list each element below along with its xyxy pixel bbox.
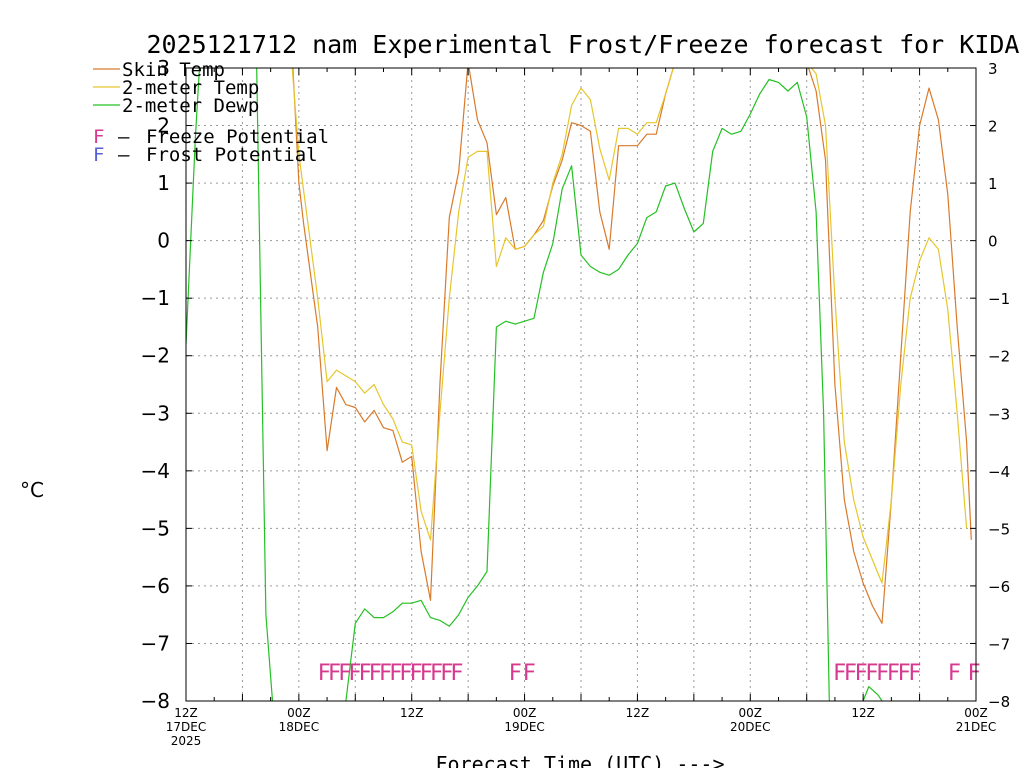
y-tick-label-left: 2 <box>157 114 170 138</box>
y-tick-label-left: −3 <box>141 401 170 425</box>
y-tick-label-right: 0 <box>988 233 998 251</box>
y-tick-label-right: −4 <box>988 463 1010 481</box>
freeze-marker: F <box>908 661 921 686</box>
freeze-marker: F <box>854 661 867 686</box>
chart-series <box>186 68 972 701</box>
y-tick-label-right: −6 <box>988 578 1010 596</box>
y-tick-label-right: 3 <box>988 60 998 78</box>
y-tick-label-right: 2 <box>988 118 998 136</box>
freeze-marker: F <box>833 661 846 686</box>
x-tick-date-label: 17DEC <box>166 720 206 734</box>
y-tick-label-left: −7 <box>141 631 170 655</box>
x-tick-date-label: 19DEC <box>504 720 544 734</box>
x-tick-date-label: 20DEC <box>730 720 770 734</box>
series-line-2-meter-dewp <box>256 68 274 701</box>
legend-marker-dash: – <box>118 126 130 148</box>
y-tick-label-left: −6 <box>141 574 170 598</box>
y-tick-label-right: −3 <box>988 405 1010 423</box>
legend-label: Skin Temp <box>122 59 225 81</box>
x-tick-label: 12Z <box>626 706 650 720</box>
freeze-marker: F <box>389 661 402 686</box>
freeze-marker: F <box>450 661 463 686</box>
x-tick-label: 12Z <box>174 706 198 720</box>
freeze-marker: F <box>865 661 878 686</box>
y-tick-label-right: −7 <box>988 635 1010 653</box>
y-tick-label-left: −4 <box>141 459 170 483</box>
freeze-marker: F <box>379 661 392 686</box>
legend-marker-letter: F <box>93 144 104 166</box>
y-tick-label-left: 1 <box>157 171 170 195</box>
axis-labels: 3 3 2 2 1 1 0 0 −1 −1 −2 −2 −3 −3 −4 −4 −5 −5 −6 −6 −7 −7 −8 −8… <box>141 56 1011 748</box>
freeze-marker: F <box>523 661 536 686</box>
series-line-2-meter-dewp <box>862 685 883 701</box>
x-tick-label: 00Z <box>964 706 988 720</box>
freeze-marker: F <box>430 661 443 686</box>
x-tick-label: 00Z <box>513 706 537 720</box>
freeze-marker: F <box>338 661 351 686</box>
y-tick-label-right: 1 <box>988 175 998 193</box>
freeze-marker: F <box>876 661 889 686</box>
legend-marker-dash: – <box>118 144 130 166</box>
y-tick-label-right: −1 <box>988 290 1010 308</box>
y-tick-label-left: −2 <box>141 344 170 368</box>
series-line-skin-temp <box>292 68 972 624</box>
legend-marker-letter: F <box>93 126 104 148</box>
x-tick-label: 12Z <box>851 706 875 720</box>
chart-title: 2025121712 nam Experimental Frost/Freeze… <box>147 30 1020 59</box>
x-tick-label: 12Z <box>400 706 424 720</box>
y-tick-label-left: 0 <box>157 229 170 253</box>
y-tick-label-left: 3 <box>157 56 170 80</box>
legend-marker-label: Freeze Potential <box>146 126 329 148</box>
freeze-marker: F <box>844 661 857 686</box>
freeze-marker: F <box>897 661 910 686</box>
x-tick-label: 00Z <box>739 706 763 720</box>
y-tick-label-right: −8 <box>988 693 1010 711</box>
freeze-marker: F <box>348 661 361 686</box>
freeze-marker: F <box>358 661 371 686</box>
y-tick-label-left: −8 <box>141 689 170 713</box>
freeze-marker: F <box>369 661 382 686</box>
x-tick-date-label: 21DEC <box>956 720 996 734</box>
series-line-2-meter-dewp <box>345 78 830 701</box>
legend-marker-label: Frost Potential <box>146 144 318 166</box>
freeze-marker: F <box>409 661 422 686</box>
freeze-marker: F <box>440 661 453 686</box>
y-tick-label-left: −1 <box>141 286 170 310</box>
series-line-2-meter-temp <box>291 68 968 584</box>
y-axis-label: °C <box>20 478 44 502</box>
x-axis-label: Forecast Time (UTC) ---> <box>436 752 725 768</box>
legend-label: 2-meter Dewp <box>122 95 259 117</box>
y-tick-label-right: −2 <box>988 348 1010 366</box>
y-tick-label-right: −5 <box>988 520 1010 538</box>
axis-ticks <box>186 67 976 702</box>
series-line-2-meter-dewp <box>186 68 201 345</box>
freeze-marker: F <box>318 661 331 686</box>
freeze-marker: F <box>967 661 980 686</box>
freeze-marker: F <box>887 661 900 686</box>
x-tick-year-label: 2025 <box>171 734 202 748</box>
freeze-marker: F <box>509 661 522 686</box>
freeze-marker: F <box>948 661 961 686</box>
y-tick-label-left: −5 <box>141 516 170 540</box>
freeze-marker: F <box>328 661 341 686</box>
freeze-marker: F <box>420 661 433 686</box>
legend-label: 2-meter Temp <box>122 77 259 99</box>
x-tick-label: 00Z <box>287 706 311 720</box>
freeze-marker: F <box>399 661 412 686</box>
x-tick-date-label: 18DEC <box>279 720 319 734</box>
